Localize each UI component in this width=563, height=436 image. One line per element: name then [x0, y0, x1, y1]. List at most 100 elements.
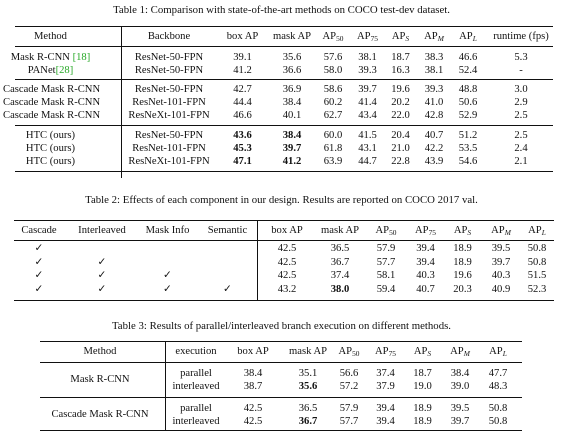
table2-header: APS: [446, 225, 479, 237]
table2-value-cell: 36.5: [330, 243, 350, 254]
table1-value-cell: 38.1: [358, 52, 377, 63]
table2-value-cell: 43.2: [277, 284, 297, 295]
table2-value-cell: 42.5: [277, 270, 297, 281]
table3-value-cell: 39.5: [450, 403, 470, 414]
table1-value-cell: 47.1: [233, 156, 252, 167]
table1-header-subscript: S: [405, 34, 410, 43]
checkmark-icon: ✓: [97, 284, 107, 295]
table3-value-cell: 18.9: [413, 403, 432, 414]
table3-value-cell: 42.5: [243, 416, 263, 427]
table3-value-cell: 39.7: [450, 416, 470, 427]
table2-value-cell: 50.8: [527, 243, 547, 254]
table3-value-cell: 36.5: [298, 403, 318, 414]
table1-value-cell: 40.1: [282, 110, 302, 121]
table-rule: [15, 79, 553, 80]
table3-value-cell: 48.3: [488, 381, 508, 392]
table1-value-cell: 16.3: [391, 65, 410, 76]
table1-value-cell: 18.7: [391, 52, 410, 63]
table2-value-cell: 58.1: [376, 270, 396, 281]
table3-value-cell: 57.9: [339, 403, 359, 414]
table2-header-subscript: 75: [428, 228, 436, 237]
table2-header: mask AP: [316, 225, 364, 237]
table1-value-cell: 38.3: [424, 52, 444, 63]
table1-value-cell: 39.7: [282, 143, 302, 154]
table-rule: [14, 300, 554, 301]
table2-header-subscript: L: [541, 228, 546, 237]
table1-method-name: HTC (ours): [25, 143, 76, 154]
table1-value-cell: 42.2: [424, 143, 444, 154]
table3-header-text: AP: [450, 346, 464, 357]
table3-value-cell: 36.7: [298, 416, 318, 427]
citation-link[interactable]: [18]: [72, 52, 91, 63]
table3-header: mask AP: [282, 346, 334, 358]
checkmark-icon: ✓: [34, 270, 44, 281]
table-column-divider: [121, 26, 122, 178]
table1-value-cell: 39.7: [358, 84, 377, 95]
table1-value-cell: 38.1: [424, 65, 444, 76]
table2-header: AP50: [368, 225, 404, 237]
table1-value-cell: 22.0: [391, 110, 410, 121]
table2-header-text: Semantic: [207, 225, 248, 236]
table1-header-text: box AP: [226, 31, 259, 42]
table1-method-cell: HTC (ours): [3, 143, 98, 155]
table1-value-cell: 60.2: [323, 97, 343, 108]
table1-value-cell: 41.4: [358, 97, 377, 108]
checkmark-icon: ✓: [223, 284, 232, 295]
table1-value-cell: 60.0: [323, 130, 343, 141]
table2-value-cell: 40.3: [491, 270, 511, 281]
table3-method-cell: Mask R-CNN: [70, 374, 130, 385]
table2-header-text: Interleaved: [78, 225, 126, 236]
table1-value-cell: 58.6: [323, 84, 343, 95]
table1-backbone-cell: ResNet-50-FPN: [134, 52, 204, 63]
table1-method-cell: Cascade Mask R-CNN: [3, 110, 101, 122]
table1-method-name: HTC (ours): [25, 130, 76, 141]
table1-backbone-cell: ResNet-101-FPN: [132, 97, 206, 108]
table2-value-cell: 42.5: [277, 257, 297, 268]
table3-value-cell: 19.0: [413, 381, 432, 392]
table-rule: [15, 46, 553, 47]
table3-value-cell: 37.9: [376, 381, 395, 392]
citation-link[interactable]: [28]: [55, 65, 74, 76]
table3-execution-cell: parallel: [180, 368, 212, 379]
checkmark-icon: ✓: [163, 270, 172, 281]
table3-header-subscript: L: [502, 349, 507, 358]
table2-header-subscript: M: [504, 228, 511, 237]
table1-header-subscript: M: [437, 34, 444, 43]
table2-value-cell: 51.5: [527, 270, 547, 281]
table2-header-subscript: S: [467, 228, 472, 237]
table-rule: [40, 362, 522, 363]
checkmark-icon: ✓: [163, 284, 172, 295]
table2-header: Cascade: [14, 225, 64, 237]
table1-value-cell: 19.6: [391, 84, 410, 95]
table1-caption: Table 1: Comparison with state-of-the-ar…: [113, 4, 450, 16]
table1-backbone-cell: ResNet-50-FPN: [134, 84, 204, 95]
table1-value-cell: 40.7: [424, 130, 444, 141]
table1-method-name: Cascade Mask R-CNN: [3, 110, 101, 121]
table3-value-cell: 38.4: [243, 368, 263, 379]
table2-header-text: AP: [375, 225, 390, 236]
table1-value-cell: 42.8: [424, 110, 444, 121]
table1-header-text: AP: [391, 31, 406, 42]
table-rule: [14, 240, 554, 241]
table3-value-cell: 37.4: [376, 368, 395, 379]
checkmark-icon: ✓: [97, 270, 107, 281]
table1-method-cell: Mask R-CNN [18]: [3, 52, 98, 64]
table1-value-cell: 36.9: [282, 84, 302, 95]
table2-header-text: AP: [491, 225, 505, 236]
table1-header-subscript: L: [472, 34, 477, 43]
table1-method-cell: HTC (ours): [3, 130, 98, 142]
table-rule: [15, 125, 553, 126]
table1-value-cell: 43.1: [358, 143, 377, 154]
table2-value-cell: 18.9: [453, 243, 472, 254]
table-rule: [40, 341, 522, 342]
table1-header: Backbone: [121, 31, 217, 43]
table2-value-cell: 57.7: [376, 257, 396, 268]
table3-header-text: AP: [375, 346, 389, 357]
table2-header: Semantic: [200, 225, 255, 237]
table2-value-cell: 20.3: [453, 284, 472, 295]
table3-value-cell: 35.1: [298, 368, 318, 379]
table2-value-cell: 19.6: [453, 270, 472, 281]
table-rule: [15, 171, 553, 172]
table3-header-subscript: 75: [388, 349, 396, 358]
table1-header: AP75: [351, 31, 384, 43]
